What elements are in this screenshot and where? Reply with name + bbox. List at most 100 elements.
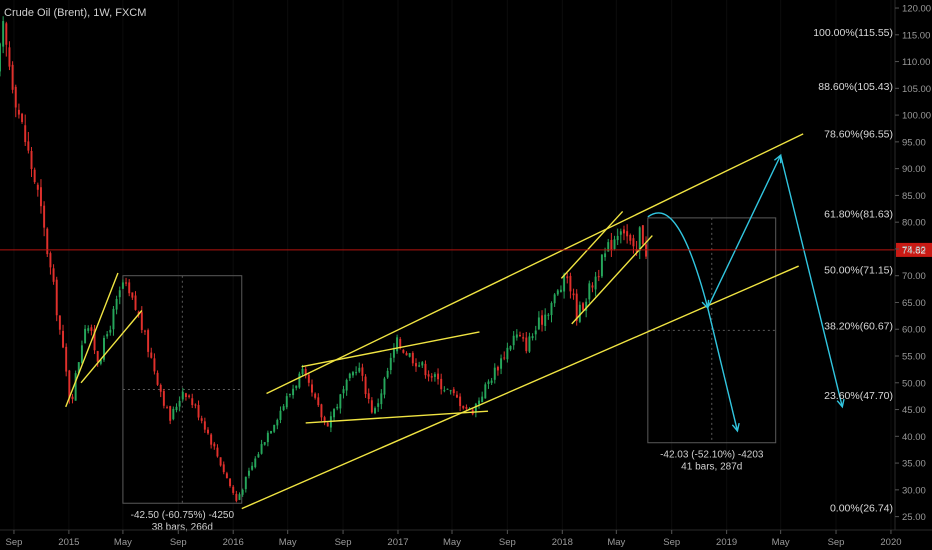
projection-segment[interactable]: [707, 154, 782, 309]
candle-body: [572, 293, 575, 296]
candle-body: [645, 244, 648, 257]
candle-body: [509, 345, 512, 350]
candle-body: [537, 317, 540, 330]
candle-body: [68, 370, 71, 399]
candle-body: [364, 376, 367, 395]
candle-body: [178, 400, 181, 407]
candle-body: [619, 231, 622, 235]
candle-body: [534, 330, 537, 335]
candle-body: [131, 292, 134, 298]
candle-body: [194, 404, 197, 406]
x-tick-label: 2018: [552, 537, 573, 548]
candle-body: [301, 368, 304, 375]
candle-body: [392, 349, 395, 358]
projection-curve[interactable]: [647, 212, 709, 309]
candle-body: [140, 312, 143, 330]
candle-body: [254, 458, 257, 468]
candle-body: [452, 389, 455, 394]
x-tick-label: May: [279, 537, 297, 548]
candle-body: [553, 294, 556, 304]
x-tick-label: Sep: [828, 537, 845, 548]
x-tick-label: Sep: [499, 537, 516, 548]
candle-body: [229, 478, 232, 487]
y-tick-label: 80.00: [902, 218, 926, 229]
fib-level-label: 23.60%(47.70): [824, 390, 893, 402]
candle-body: [333, 409, 336, 418]
trend-line[interactable]: [301, 331, 480, 368]
candle-body: [515, 334, 518, 338]
trend-line[interactable]: [266, 133, 804, 395]
candle-body: [80, 345, 83, 364]
candle-body: [339, 394, 342, 409]
candle-body: [11, 64, 14, 90]
candle-body: [446, 388, 449, 390]
measurement-bars: 38 bars, 266d: [152, 522, 213, 533]
candle-body: [626, 231, 629, 237]
candle-body: [566, 276, 569, 279]
candle-body: [348, 373, 351, 379]
candle-body: [175, 406, 178, 411]
candle-body: [191, 398, 194, 406]
trend-line[interactable]: [65, 272, 119, 408]
candle-body: [544, 314, 547, 326]
candle-body: [317, 397, 320, 406]
candle-body: [607, 242, 610, 252]
candle-body: [166, 407, 169, 409]
candle-body: [118, 290, 121, 298]
x-tick-label: May: [443, 537, 461, 548]
candle-body: [65, 346, 68, 372]
candle-body: [440, 378, 443, 390]
projection-segment[interactable]: [779, 155, 844, 408]
candle-body: [288, 393, 291, 395]
projection-path[interactable]: [647, 153, 845, 433]
candle-body: [74, 373, 77, 401]
candle-body: [96, 351, 99, 362]
candle-body: [109, 329, 112, 333]
candle-body: [575, 293, 578, 321]
candle-body: [547, 314, 550, 316]
candle-body: [292, 388, 295, 396]
trend-line[interactable]: [560, 210, 624, 279]
candle-body: [197, 405, 200, 418]
candles: [0, 16, 648, 503]
candle-body: [298, 373, 301, 388]
candle-body: [380, 393, 383, 405]
chart-title: Crude Oil (Brent), 1W, FXCM: [4, 7, 146, 19]
candle-body: [121, 282, 124, 289]
fib-level-label: 0.00%(26.74): [830, 502, 893, 514]
candle-body: [93, 329, 96, 351]
x-tick-label: 2020: [880, 537, 901, 548]
candle-body: [367, 393, 370, 400]
candle-body: [616, 235, 619, 241]
trend-line[interactable]: [80, 310, 143, 384]
candle-body: [424, 363, 427, 376]
fib-level-label: 61.80%(81.63): [824, 208, 893, 220]
y-tick-label: 35.00: [902, 459, 926, 470]
candle-body: [389, 357, 392, 371]
candle-body: [512, 335, 515, 346]
candle-body: [188, 395, 191, 397]
candle-body: [276, 419, 279, 426]
candle-body: [304, 369, 307, 376]
candle-body: [522, 337, 525, 339]
candle-body: [623, 229, 625, 234]
trend-line[interactable]: [305, 410, 489, 424]
candle-body: [241, 489, 244, 495]
candle-body: [282, 406, 285, 411]
candle-body: [465, 407, 468, 409]
candle-body: [84, 328, 87, 344]
candle-body: [14, 86, 17, 108]
current-price-label: 74.82: [902, 245, 926, 256]
candle-body: [251, 465, 254, 470]
candle-body: [222, 464, 225, 473]
y-tick-label: 75.00: [902, 244, 926, 255]
projection-branch[interactable]: [707, 307, 739, 432]
candle-body: [455, 394, 458, 398]
x-tick-label: Sep: [170, 537, 187, 548]
fib-level-label: 38.20%(60.67): [824, 321, 893, 333]
measurement-value: -42.50 (-60.75%) -4250: [131, 510, 235, 521]
